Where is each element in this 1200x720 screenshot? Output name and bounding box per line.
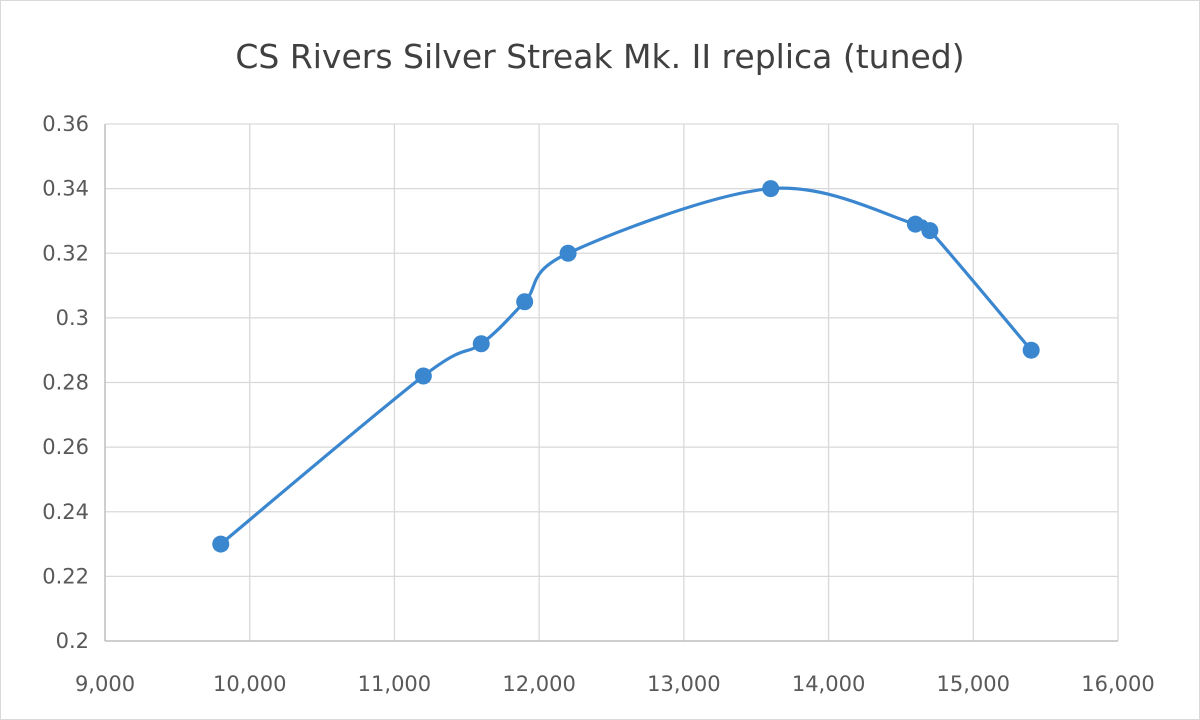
axis-lines [104, 124, 1118, 642]
x-tick-label: 13,000 [647, 672, 720, 696]
data-point [414, 367, 432, 385]
data-point [559, 244, 577, 262]
x-tick-label: 16,000 [1081, 672, 1154, 696]
y-tick-label: 0.22 [42, 564, 89, 588]
data-point [921, 222, 939, 240]
x-tick-label: 12,000 [502, 672, 575, 696]
data-point [516, 293, 534, 311]
x-tick-label: 10,000 [213, 672, 286, 696]
y-tick-label: 0.3 [56, 306, 89, 330]
y-tick-label: 0.24 [42, 500, 89, 524]
x-tick-label: 11,000 [358, 672, 431, 696]
y-axis-tick-labels: 0.2 0.22 0.24 0.26 0.28 0.3 0.32 0.34 0.36 [42, 112, 89, 653]
x-tick-label: 14,000 [792, 672, 865, 696]
data-point [906, 215, 924, 233]
series-line [219, 186, 1033, 546]
y-tick-label: 0.28 [42, 371, 89, 395]
data-point [472, 335, 490, 353]
x-tick-label: 9,000 [75, 672, 135, 696]
grid-lines [105, 123, 1119, 641]
y-tick-label: 0.2 [56, 629, 89, 653]
data-point [762, 180, 780, 198]
x-tick-label: 15,000 [937, 672, 1010, 696]
y-tick-label: 0.26 [42, 435, 89, 459]
series-layer [212, 180, 1040, 553]
data-point [1022, 341, 1040, 359]
y-tick-label: 0.34 [42, 177, 89, 201]
x-axis-tick-labels: 9,000 10,000 11,000 12,000 13,000 14,000 15,00… [75, 672, 1155, 696]
data-point [212, 535, 230, 553]
y-tick-label: 0.36 [42, 112, 89, 136]
chart-title: CS Rivers Silver Streak Mk. II replica (… [235, 37, 965, 76]
y-tick-label: 0.32 [42, 241, 89, 265]
